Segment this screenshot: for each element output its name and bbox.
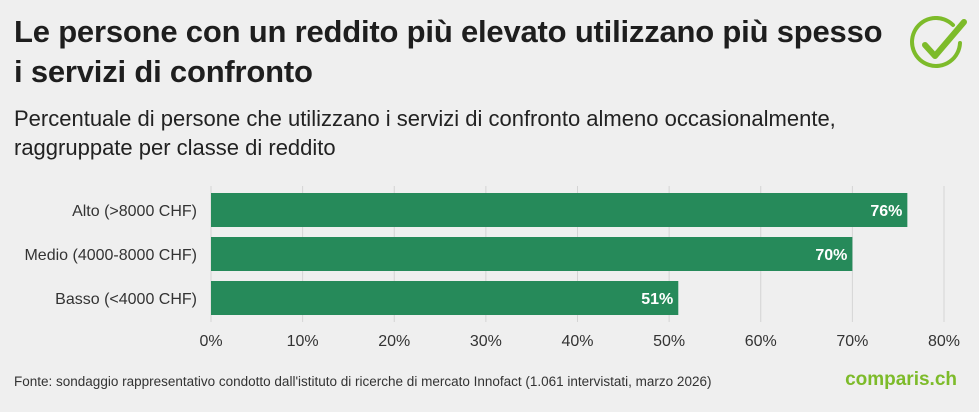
x-tick-label: 60%	[745, 333, 777, 350]
category-label: Basso (<4000 CHF)	[55, 291, 197, 308]
x-tick-label: 30%	[470, 333, 502, 350]
source-note: Fonte: sondaggio rappresentativo condott…	[14, 374, 712, 389]
checkmark-circle-icon	[910, 16, 967, 68]
category-label: Alto (>8000 CHF)	[72, 203, 197, 220]
x-tick-label: 10%	[287, 333, 319, 350]
chart-subtitle: Percentuale di persone che utilizzano i …	[14, 106, 836, 160]
bar	[211, 193, 908, 227]
x-tick-label: 20%	[378, 333, 410, 350]
brand-logo: comparis.ch	[845, 369, 957, 390]
bar-chart: 0% 10% 20% 30% 40% 50% 60% 70% 80% Alto (>8000 CH…	[24, 186, 960, 350]
x-tick-label: 70%	[836, 333, 868, 350]
x-tick-label: 50%	[653, 333, 685, 350]
chart-title: Le persone con un reddito più elevato ut…	[14, 14, 883, 89]
x-tick-label: 0%	[199, 333, 222, 350]
category-label: Medio (4000-8000 CHF)	[24, 247, 197, 264]
bar	[211, 281, 679, 315]
x-tick-label: 80%	[928, 333, 960, 350]
x-tick-label: 40%	[561, 333, 593, 350]
data-label: 76%	[870, 203, 902, 220]
bar	[211, 237, 853, 271]
data-label: 70%	[815, 247, 847, 264]
data-label: 51%	[641, 291, 673, 308]
